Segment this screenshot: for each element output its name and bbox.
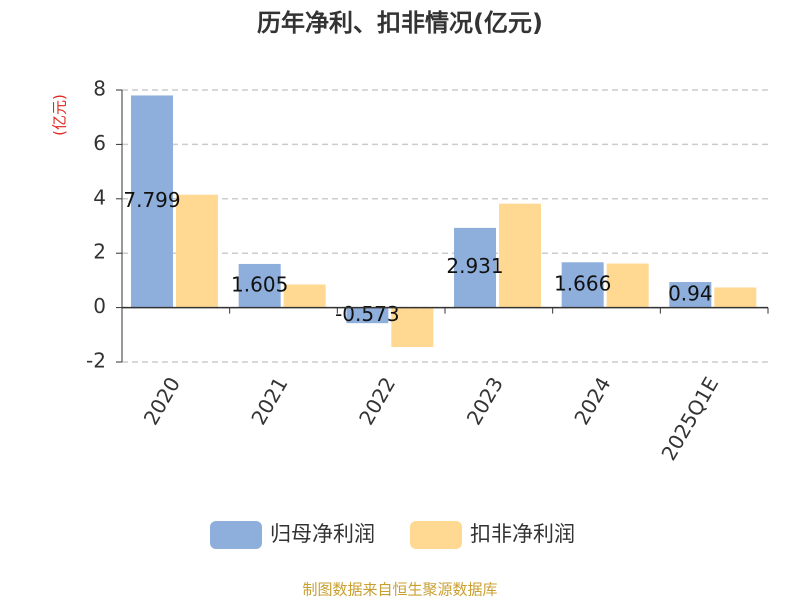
x-tick-label: 2023: [462, 373, 508, 429]
data-label: 7.799: [123, 188, 180, 212]
legend-label: 归母净利润: [270, 522, 375, 546]
chart-title: 历年净利、扣非情况(亿元): [257, 9, 543, 37]
legend-label: 扣非净利润: [470, 522, 575, 546]
bar: [391, 307, 434, 348]
data-label: 1.605: [231, 272, 288, 296]
x-tick-label: 2024: [569, 373, 615, 429]
y-tick-label: -2: [86, 349, 106, 373]
data-label: -0.573: [335, 302, 399, 326]
data-label: 0.94: [668, 281, 713, 305]
x-tick-label: 2021: [246, 373, 292, 429]
x-tick-label: 2022: [354, 373, 400, 429]
y-tick-label: 6: [93, 131, 106, 155]
bar: [346, 307, 389, 324]
y-axis-label: (亿元): [51, 94, 69, 136]
legend-swatch: [210, 521, 262, 549]
bar: [606, 263, 649, 308]
y-tick-label: 8: [93, 77, 106, 101]
bar: [561, 262, 604, 308]
x-tick-label: 2020: [139, 373, 185, 429]
y-tick-label: 0: [93, 294, 106, 318]
bar: [176, 194, 218, 308]
source-note: 制图数据来自恒生聚源数据库: [302, 581, 497, 599]
y-tick-label: 2: [93, 240, 106, 264]
bar: [238, 263, 281, 308]
bar: [131, 95, 173, 308]
data-label: 2.931: [446, 254, 503, 278]
x-tick-label: 2025Q1E: [656, 373, 723, 465]
data-label: 1.666: [554, 271, 611, 295]
bar: [454, 227, 496, 308]
y-tick-label: 4: [93, 185, 106, 209]
bar: [283, 284, 326, 308]
bar: [499, 203, 541, 308]
legend-swatch: [410, 521, 462, 549]
bar: [669, 282, 712, 308]
bar: [714, 287, 757, 308]
